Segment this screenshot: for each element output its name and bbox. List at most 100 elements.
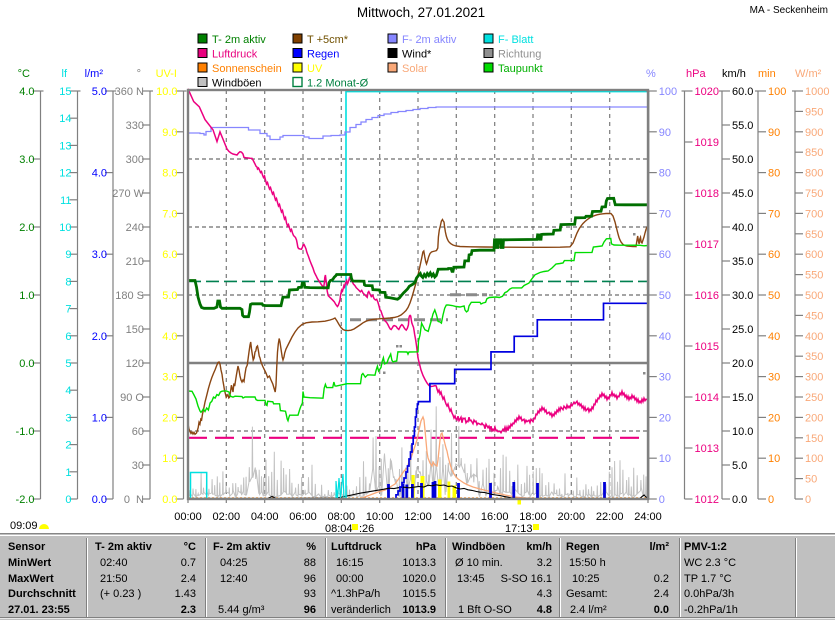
svg-text:km/h: km/h [722,68,746,80]
svg-text:300: 300 [126,154,144,166]
svg-text:240: 240 [126,222,144,234]
svg-text:350: 350 [805,351,823,363]
svg-text:90 O: 90 O [120,392,144,404]
svg-text:500: 500 [805,290,823,302]
svg-text:18:00: 18:00 [519,511,547,523]
svg-text:3.0: 3.0 [19,154,34,166]
svg-text:00:00: 00:00 [174,511,202,523]
svg-text:15.0: 15.0 [732,392,753,404]
svg-text:hPa: hPa [686,68,706,80]
svg-text:1.0: 1.0 [162,453,177,465]
svg-text:180 S: 180 S [115,290,144,302]
svg-text:4.0: 4.0 [162,331,177,343]
svg-text:150: 150 [126,324,144,336]
svg-text:10: 10 [659,453,671,465]
svg-text:70: 70 [659,208,671,220]
svg-text:F- 2m aktiv: F- 2m aktiv [402,34,457,46]
svg-text:1: 1 [65,467,71,479]
svg-text:1019: 1019 [695,137,719,149]
svg-text:W/m²: W/m² [795,68,822,80]
svg-text:09:09: 09:09 [10,520,38,532]
svg-text:0 N: 0 N [124,494,144,506]
svg-text:08:00: 08:00 [328,511,356,523]
svg-text::26: :26 [359,523,374,533]
svg-text:13: 13 [59,140,71,152]
svg-text:600: 600 [805,249,823,261]
svg-text:10.0: 10.0 [156,86,177,98]
svg-text:2.0: 2.0 [162,412,177,424]
svg-text:l/m²: l/m² [85,68,104,80]
svg-text:Taupunkt: Taupunkt [498,63,543,75]
svg-text:50: 50 [768,290,780,302]
svg-text:14:00: 14:00 [443,511,471,523]
svg-text:3.0: 3.0 [92,249,107,261]
svg-text:80: 80 [659,168,671,180]
svg-text:80: 80 [768,168,780,180]
svg-text:Sonnenschein: Sonnenschein [212,63,282,75]
svg-text:300: 300 [805,372,823,384]
svg-text:9.0: 9.0 [162,127,177,139]
svg-text:400: 400 [805,331,823,343]
svg-text:1.2 Monat-Ø: 1.2 Monat-Ø [307,78,369,90]
svg-text:100: 100 [805,453,823,465]
svg-text:360 N: 360 N [115,86,144,98]
svg-text:2.0: 2.0 [19,222,34,234]
svg-text:20: 20 [659,412,671,424]
svg-text:50.0: 50.0 [732,154,753,166]
svg-text:06:00: 06:00 [289,511,317,523]
svg-text:70: 70 [768,208,780,220]
svg-text:700: 700 [805,208,823,220]
svg-text:1013: 1013 [695,443,719,455]
svg-text:210: 210 [126,256,144,268]
svg-text:650: 650 [805,229,823,241]
svg-text:90: 90 [659,127,671,139]
svg-text:Windböen: Windböen [212,78,262,90]
svg-text:2: 2 [65,440,71,452]
svg-text:55.0: 55.0 [732,120,753,132]
svg-text:24:00: 24:00 [634,511,662,523]
svg-text:11: 11 [60,195,71,207]
svg-text:50: 50 [659,290,671,302]
svg-text:F- Blatt: F- Blatt [498,34,533,46]
svg-text:9: 9 [65,249,71,261]
svg-text:0.0: 0.0 [162,494,177,506]
svg-text:5.0: 5.0 [162,290,177,302]
svg-text:7: 7 [65,304,71,316]
svg-text:30: 30 [659,372,671,384]
svg-text:90: 90 [768,127,780,139]
svg-text:0: 0 [659,494,665,506]
svg-text:3.0: 3.0 [162,372,177,384]
svg-text:°C: °C [18,68,30,80]
svg-text:0: 0 [805,494,811,506]
svg-text:800: 800 [805,168,823,180]
svg-text:200: 200 [805,412,823,424]
svg-text:1014: 1014 [695,392,719,404]
svg-text:16:00: 16:00 [481,511,509,523]
svg-text:%: % [646,68,656,80]
svg-text:4.0: 4.0 [92,168,107,180]
svg-text:1015: 1015 [695,341,719,353]
svg-text:10.0: 10.0 [732,426,753,438]
svg-text:5.0: 5.0 [92,86,107,98]
svg-text:1012: 1012 [695,494,719,506]
svg-text:150: 150 [805,433,823,445]
svg-text:10: 10 [768,453,780,465]
svg-text:120: 120 [126,358,144,370]
svg-text:Richtung: Richtung [498,49,541,61]
svg-text:1000: 1000 [805,86,829,98]
svg-text:30.0: 30.0 [732,290,753,302]
svg-text:08:04: 08:04 [325,523,353,533]
svg-text:Mittwoch, 27.01.2021: Mittwoch, 27.01.2021 [357,5,485,20]
svg-text:-1.0: -1.0 [16,426,35,438]
svg-text:04:00: 04:00 [251,511,279,523]
svg-text:15: 15 [59,86,71,98]
svg-text:°: ° [137,68,141,80]
svg-text:60: 60 [659,249,671,261]
svg-text:60.0: 60.0 [732,86,753,98]
svg-text:17:13: 17:13 [505,523,533,533]
svg-text:950: 950 [805,106,823,118]
svg-text:0.0: 0.0 [92,494,107,506]
svg-text:20.0: 20.0 [732,358,753,370]
svg-text:100: 100 [659,86,677,98]
svg-text:6: 6 [65,331,71,343]
